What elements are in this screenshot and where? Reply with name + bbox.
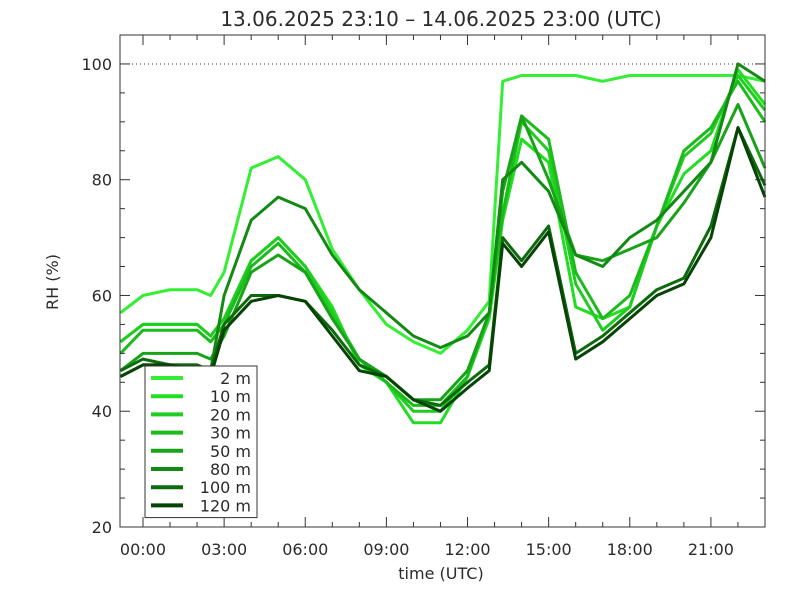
series-line-2m [119,74,766,355]
x-tick-label: 15:00 [526,540,572,559]
legend-label: 80 m [210,460,251,479]
y-tick-label: 80 [92,171,112,190]
chart-title: 13.06.2025 23:10 – 14.06.2025 23:00 (UTC… [220,7,661,31]
x-tick-label: 21:00 [688,540,734,559]
y-tick-label: 100 [81,55,112,74]
legend-label: 10 m [210,387,251,406]
legend-label: 30 m [210,424,251,443]
series-line-20m [119,74,767,413]
y-tick-label: 60 [92,286,112,305]
x-axis-label: time (UTC) [398,564,483,583]
legend-label: 50 m [210,442,251,461]
plot-area [119,62,767,425]
legend-label: 100 m [200,478,251,497]
series-line-120m [119,126,767,413]
plot-frame [119,34,766,528]
x-tick-label: 18:00 [607,540,653,559]
axes: 20 40 60 80 100 00:00 03:00 06:00 09:00 12:00 15:0… [81,34,766,559]
y-tick-label: 20 [92,518,112,537]
x-tick-label: 00:00 [120,540,166,559]
legend-box [144,365,258,519]
y-axis-label: RH (%) [43,254,62,310]
legend-label: 120 m [200,496,251,515]
y-tick-label: 40 [92,402,112,421]
x-tick-label: 12:00 [444,540,490,559]
x-tick-label: 09:00 [363,540,409,559]
x-tick-label: 03:00 [201,540,247,559]
series-line-100m [119,126,767,407]
x-tick-label: 06:00 [282,540,328,559]
series-line-80m [119,62,766,378]
legend-label: 20 m [210,405,251,424]
legend-label: 2 m [220,369,251,388]
